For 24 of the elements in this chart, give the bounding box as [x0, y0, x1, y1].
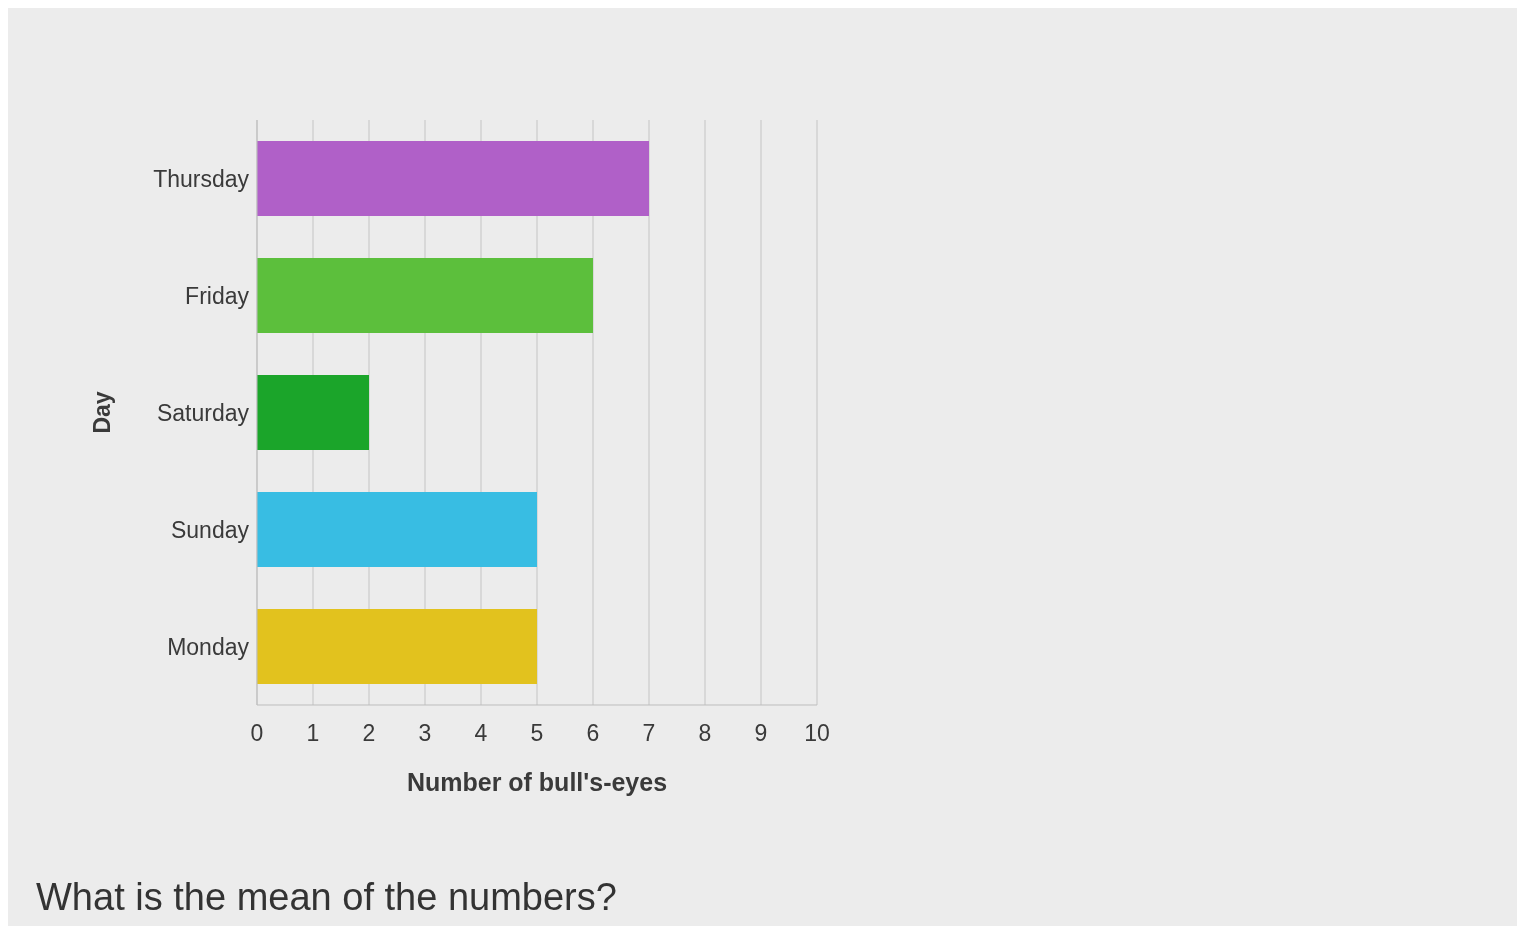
bar [257, 375, 369, 451]
x-tick-label: 3 [418, 720, 432, 747]
bar [257, 258, 593, 334]
x-tick-label: 0 [250, 720, 264, 747]
x-tick-label: 5 [530, 720, 544, 747]
x-tick-label: 7 [642, 720, 656, 747]
x-tick-label: 10 [804, 720, 830, 747]
x-tick-label: 6 [586, 720, 600, 747]
text: What is the mean of the numbers? [36, 876, 617, 919]
y-axis-title: Day [89, 391, 116, 434]
x-tick-label: 1 [306, 720, 320, 747]
x-tick-label: 4 [474, 720, 488, 747]
y-tick-label: Sunday [170, 516, 250, 543]
x-axis-title: Number of bull's-eyes [406, 768, 668, 796]
y-tick-label: Saturday [156, 399, 250, 426]
bar [257, 492, 537, 568]
x-tick-label: 2 [362, 720, 376, 747]
y-tick-label: Monday [167, 633, 250, 660]
bar [257, 609, 537, 685]
y-tick-label: Thursday [153, 165, 250, 192]
x-tick-label: 9 [754, 720, 768, 747]
x-tick-label: 8 [698, 720, 712, 747]
y-tick-label: Friday [185, 282, 250, 309]
bar [257, 141, 649, 217]
